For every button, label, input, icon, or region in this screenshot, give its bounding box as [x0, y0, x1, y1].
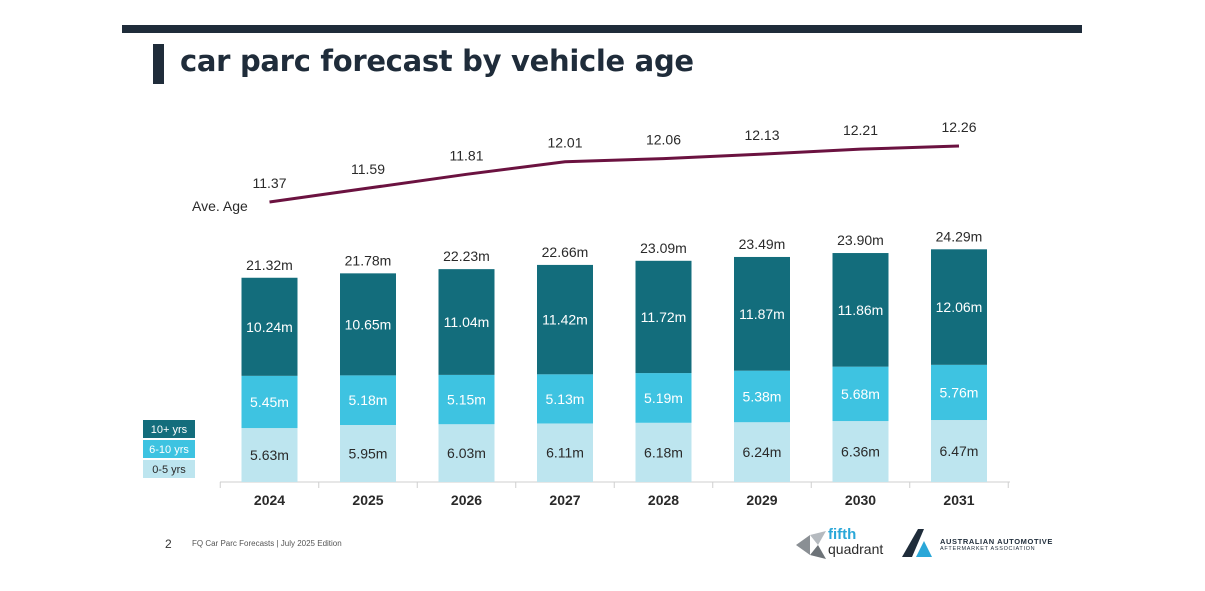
x-tick-label: 2026	[451, 492, 482, 508]
bar-segment-10-yrs	[241, 277, 298, 376]
bar-total-label: 21.78m	[345, 252, 392, 268]
x-tick-label: 2028	[648, 492, 679, 508]
legend-label: 6-10 yrs	[149, 444, 189, 456]
logo-fifth-text: fifth	[828, 526, 857, 543]
bar-segment-0-5-yrs	[734, 422, 790, 482]
bar-segment-0-5-yrs	[832, 421, 889, 482]
logo-aaaa-line2: AFTERMARKET ASSOCIATION	[940, 546, 1036, 552]
bar-segment-6-10-yrs	[241, 375, 298, 429]
bar-value-label: 5.45m	[250, 394, 289, 410]
ave-age-point-label: 11.59	[351, 161, 385, 177]
bar-segment-6-10-yrs	[537, 374, 593, 424]
bar-total-label: 23.09m	[640, 240, 687, 256]
aaaa-logo-icon	[902, 529, 932, 557]
bar-segment-6-10-yrs	[734, 370, 790, 423]
fifth-quadrant-logo-icon	[796, 531, 826, 559]
ave-age-point-label: 12.13	[744, 127, 779, 143]
bar-value-label: 11.87m	[739, 306, 785, 322]
bar-total-label: 22.66m	[542, 244, 589, 260]
page-number: 2	[165, 537, 172, 551]
bar-value-label: 5.15m	[447, 392, 486, 408]
bar-total-label: 21.32m	[246, 257, 293, 273]
x-tick-label: 2030	[845, 492, 876, 508]
bar-value-label: 6.11m	[546, 445, 584, 461]
ave-age-line	[269, 144, 960, 204]
bar-value-label: 5.76m	[940, 384, 979, 400]
bar-segment-10-yrs	[438, 269, 495, 375]
legend-label: 0-5 yrs	[152, 464, 186, 476]
bar-segment-6-10-yrs	[340, 375, 396, 425]
legend-swatch	[143, 420, 195, 438]
ave-age-point-label: 12.26	[941, 119, 976, 135]
bar-value-label: 6.18m	[644, 444, 683, 460]
page-title: car parc forecast by vehicle age	[180, 44, 694, 78]
bar-segment-10-yrs	[734, 256, 790, 371]
bar-value-label: 5.13m	[546, 391, 585, 407]
ave-age-point-label: 11.81	[450, 147, 484, 163]
ave-age-point-label: 11.37	[253, 175, 287, 191]
top-rule	[122, 25, 1082, 33]
legend-swatch	[143, 460, 195, 478]
bar-segment-10-yrs	[340, 273, 396, 376]
bar-value-label: 12.06m	[936, 299, 983, 315]
ave-age-series-label: Ave. Age	[192, 198, 248, 214]
bar-value-label: 5.18m	[349, 392, 388, 408]
bar-value-label: 11.72m	[641, 309, 687, 325]
bar-segment-0-5-yrs	[438, 424, 495, 482]
logo-quadrant-text: quadrant	[828, 541, 884, 557]
bar-value-label: 6.36m	[841, 444, 880, 460]
legend-label: 10+ yrs	[151, 424, 188, 436]
bar-total-label: 24.29m	[936, 228, 983, 244]
bar-segment-0-5-yrs	[241, 428, 298, 482]
bar-value-label: 10.65m	[345, 316, 392, 332]
bar-segment-0-5-yrs	[931, 420, 987, 482]
legend-swatch	[143, 440, 195, 458]
bar-segment-10-yrs	[537, 264, 593, 375]
bar-value-label: 5.38m	[743, 388, 782, 404]
bar-value-label: 11.86m	[838, 302, 884, 318]
ave-age-point-label: 12.21	[843, 122, 878, 138]
bar-segment-0-5-yrs	[635, 422, 692, 482]
bar-segment-0-5-yrs	[537, 423, 593, 482]
bar-value-label: 5.68m	[841, 386, 880, 402]
bar-total-label: 23.90m	[837, 232, 884, 248]
bar-value-label: 5.19m	[644, 390, 683, 406]
bar-value-label: 6.24m	[743, 444, 782, 460]
bar-value-label: 5.63m	[250, 447, 289, 463]
bar-segment-10-yrs	[635, 260, 692, 374]
x-tick-label: 2024	[254, 492, 285, 508]
bar-segment-10-yrs	[931, 249, 987, 365]
ave-age-point-label: 12.06	[646, 132, 681, 148]
bar-segment-10-yrs	[832, 253, 889, 367]
ave-age-point-label: 12.01	[547, 135, 582, 151]
bar-total-label: 23.49m	[739, 236, 786, 252]
bar-value-label: 11.04m	[444, 314, 490, 330]
bar-value-label: 11.42m	[542, 312, 588, 328]
title-accent-bar	[153, 44, 164, 84]
x-tick-label: 2029	[746, 492, 777, 508]
logo-aaaa-line1: AUSTRALIAN AUTOMOTIVE	[940, 537, 1054, 546]
x-tick-label: 2031	[943, 492, 974, 508]
bar-segment-0-5-yrs	[340, 424, 396, 482]
bar-segment-6-10-yrs	[438, 374, 495, 425]
bar-segment-6-10-yrs	[635, 373, 692, 423]
bar-segment-6-10-yrs	[931, 364, 987, 421]
bar-value-label: 6.47m	[940, 443, 979, 459]
x-tick-label: 2027	[549, 492, 580, 508]
footer-text: FQ Car Parc Forecasts | July 2025 Editio…	[192, 539, 342, 548]
bar-value-label: 6.03m	[447, 445, 486, 461]
bar-total-label: 22.23m	[443, 248, 490, 264]
bar-value-label: 5.95m	[349, 445, 388, 461]
bar-segment-6-10-yrs	[832, 366, 889, 422]
x-tick-label: 2025	[352, 492, 383, 508]
bar-value-label: 10.24m	[246, 319, 293, 335]
